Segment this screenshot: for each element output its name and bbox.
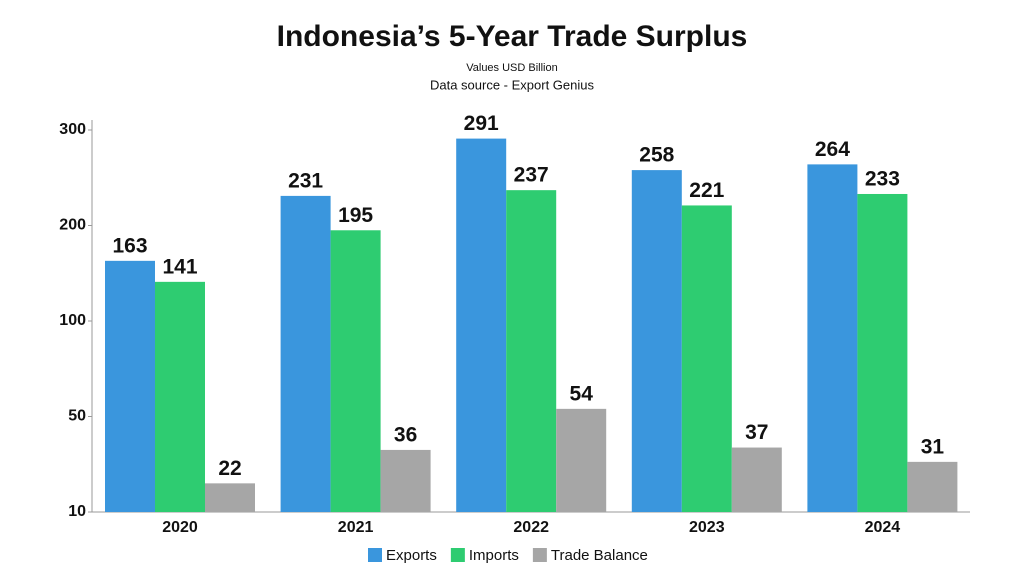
chart-title: Indonesia’s 5-Year Trade Surplus [277, 20, 748, 53]
data-label: 163 [112, 234, 147, 257]
bar [857, 193, 908, 513]
data-label: 237 [514, 164, 549, 187]
bar [380, 449, 431, 512]
bar [280, 195, 331, 512]
bar [731, 447, 782, 512]
y-tick-label: 300 [59, 121, 86, 138]
bar [681, 205, 732, 512]
data-label: 231 [288, 169, 323, 192]
legend-label: Exports [386, 547, 437, 564]
legend-swatch [532, 548, 547, 562]
legend-swatch [368, 548, 382, 562]
x-tick-label: 2024 [865, 519, 901, 536]
x-tick-label: 2022 [513, 519, 549, 536]
data-label: 258 [639, 144, 674, 167]
data-label: 264 [815, 138, 850, 161]
bar [807, 164, 858, 512]
y-tick-label: 50 [68, 408, 86, 425]
data-label: 54 [570, 382, 594, 405]
data-label: 31 [921, 435, 945, 458]
bar [155, 281, 205, 512]
legend-swatch [450, 548, 465, 562]
legend-label: Imports [469, 547, 519, 564]
bar [330, 230, 381, 512]
y-tick-label: 10 [68, 503, 86, 520]
bar [907, 461, 958, 512]
bar [631, 170, 682, 513]
y-tick-label: 200 [59, 217, 86, 234]
bar [506, 190, 557, 513]
bar [205, 483, 255, 512]
legend-label: Trade Balance [551, 547, 648, 564]
data-label: 233 [865, 168, 900, 191]
bar [556, 408, 607, 512]
bar [105, 260, 155, 512]
data-label: 37 [745, 421, 768, 444]
data-label: 36 [394, 423, 417, 446]
bar [456, 138, 507, 512]
x-tick-label: 2021 [338, 519, 374, 536]
chart-source: Data source - Export Genius [430, 77, 595, 92]
data-label: 22 [218, 457, 241, 480]
data-label: 221 [689, 179, 724, 202]
chart-subtitle: Values USD Billion [466, 62, 558, 74]
x-tick-label: 2020 [162, 519, 198, 536]
y-tick-label: 100 [59, 312, 86, 329]
data-label: 141 [162, 255, 197, 278]
data-label: 291 [464, 112, 499, 135]
data-label: 195 [338, 204, 373, 227]
x-tick-label: 2023 [689, 519, 725, 536]
